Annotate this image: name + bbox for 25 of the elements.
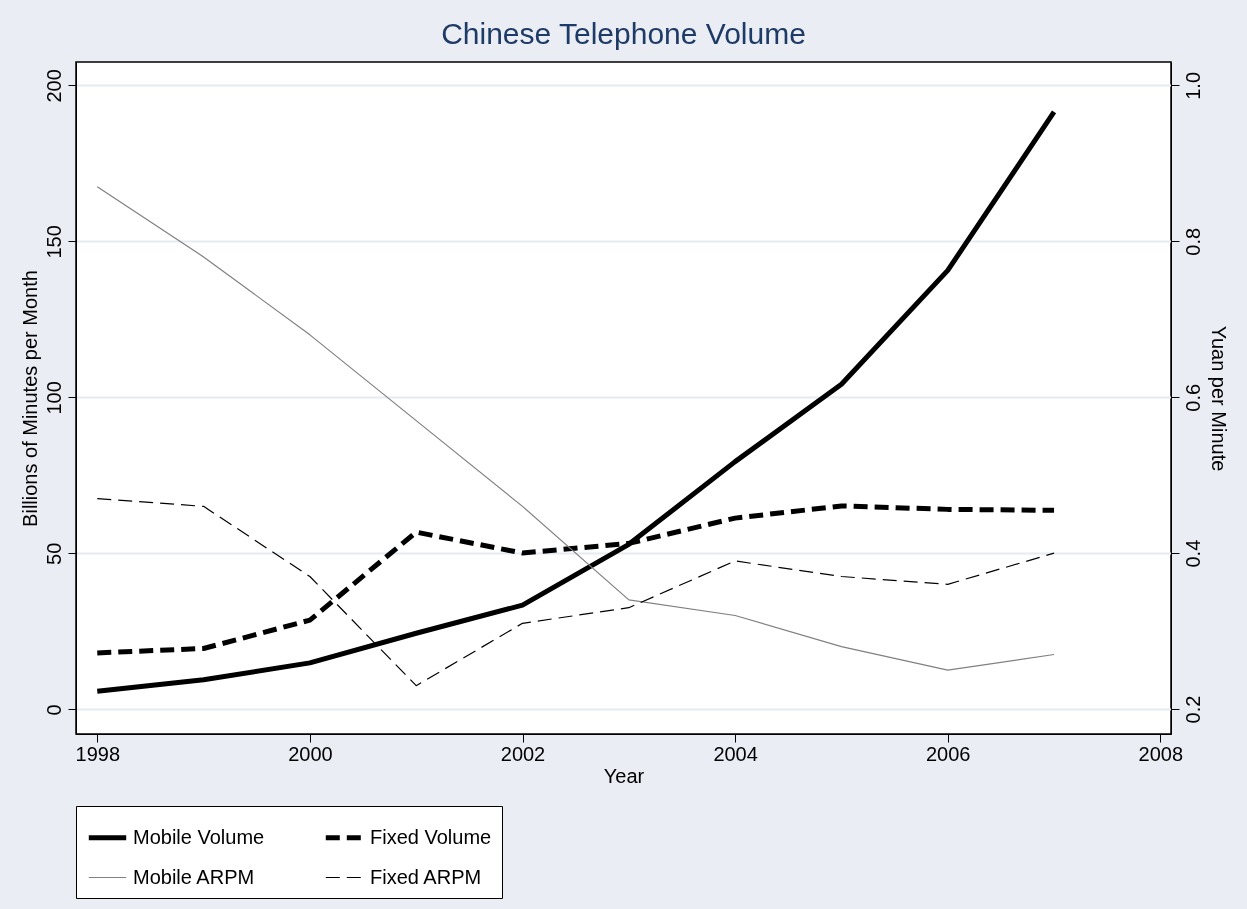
x-tick-label: 2008: [1138, 742, 1184, 765]
y-tick-label: 200: [42, 69, 65, 103]
y2-tick-label: 0.4: [1181, 539, 1204, 568]
chart-title: Chinese Telephone Volume: [441, 17, 806, 50]
y2-tick-label: 0.2: [1181, 695, 1204, 724]
y-tick-label: 100: [42, 381, 65, 415]
x-tick-label: 2006: [926, 742, 971, 765]
y-tick-label: 150: [42, 225, 65, 259]
x-tick-label: 2000: [288, 742, 333, 765]
legend-label: Fixed ARPM: [370, 865, 482, 888]
x-axis-title: Year: [603, 764, 645, 787]
x-tick-label: 2002: [500, 742, 546, 765]
legend-label: Mobile ARPM: [133, 865, 255, 888]
y2-tick-label: 1.0: [1181, 71, 1204, 100]
y2-axis-title: Yuan per Minute: [1207, 325, 1230, 472]
y-axis-title: Billions of Minutes per Month: [18, 270, 41, 527]
y-tick-label: 0: [42, 704, 65, 716]
y2-tick-label: 0.8: [1181, 227, 1204, 256]
x-tick-label: 1998: [75, 742, 121, 765]
line-series: [96, 186, 1055, 671]
y-tick-label: 50: [42, 542, 65, 565]
y2-tick-label: 0.6: [1181, 383, 1204, 412]
x-tick-label: 2004: [713, 742, 758, 765]
legend-label: Mobile Volume: [133, 825, 265, 848]
legend-label: Fixed Volume: [370, 825, 492, 848]
